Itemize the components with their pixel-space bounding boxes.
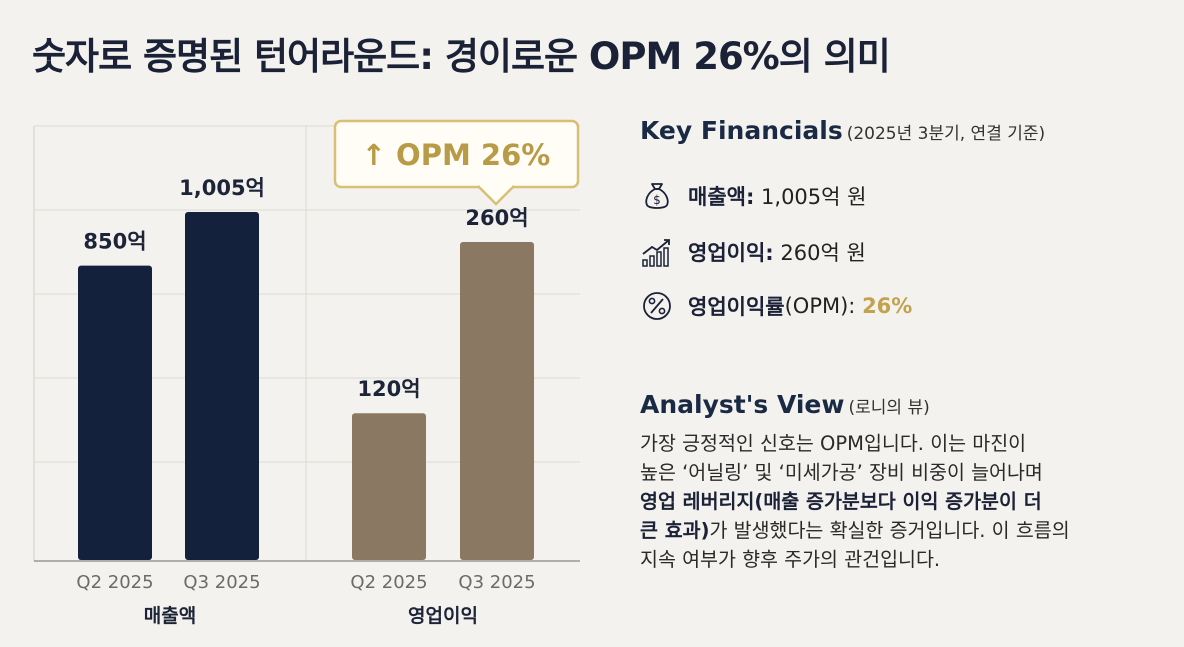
- metric-opm-highlight: 26%: [862, 294, 913, 318]
- svg-text:$: $: [653, 193, 661, 207]
- analyst-line-5: 지속 여부가 향후 주가의 관건입니다.: [640, 548, 941, 571]
- x-tick-1-1: Q3 2025: [458, 572, 535, 593]
- value-label-1-1: 260억: [465, 206, 528, 230]
- key-financials-subtitle: (2025년 3분기, 연결 기준): [846, 124, 1046, 144]
- analyst-line-3: 영업 레버리지(매출 증가분보다 이익 증가분이 더: [640, 487, 1160, 516]
- analyst-view-heading: Analyst's View: [640, 390, 845, 419]
- analyst-view-body: 가장 긍정적인 신호는 OPM입니다. 이는 마진이 높은 ‘어닐링’ 및 ‘미…: [640, 429, 1160, 574]
- x-tick-1-0: Q2 2025: [350, 572, 427, 593]
- analyst-line-4: 큰 효과)가 발생했다는 확실한 증거입니다. 이 흐름의: [640, 516, 1160, 545]
- money-bag-icon: $: [640, 179, 674, 213]
- group-label-1: 영업이익: [408, 605, 478, 627]
- analyst-line-4-rest: 가 발생했다는 확실한 증거입니다. 이 흐름의: [709, 519, 1070, 542]
- opm-callout-pointer: [477, 185, 515, 206]
- analyst-view-panel: Analyst's View (로니의 뷰) 가장 긍정적인 신호는 OPM입니다…: [640, 390, 1160, 574]
- bar-chart: 850억 Q2 2025 1,005억 Q3 2025 매출액 120억 Q2 2025 26…: [33, 119, 580, 627]
- analyst-line-1: 가장 긍정적인 신호는 OPM입니다. 이는 마진이: [640, 432, 1027, 455]
- chart-bars: [78, 212, 534, 560]
- analyst-view-title: Analyst's View (로니의 뷰): [640, 390, 1160, 419]
- value-label-0-1: 1,005억: [179, 176, 265, 200]
- metric-revenue-label: 매출액:: [688, 185, 755, 209]
- opm-callout: ↑ OPM 26%: [333, 119, 580, 206]
- bar-1-1: [460, 242, 534, 560]
- analyst-view-subtitle: (로니의 뷰): [848, 398, 930, 418]
- metric-operating-profit: 영업이익: 260억 원: [640, 232, 866, 272]
- metric-op-value: 260억 원: [773, 241, 866, 265]
- bar-0-1: [185, 212, 259, 560]
- analyst-line-4-bold: 큰 효과): [640, 519, 710, 542]
- group-label-0: 매출액: [144, 605, 196, 627]
- metric-op-label: 영업이익:: [688, 241, 774, 265]
- bar-1-0: [352, 413, 426, 560]
- metric-opm-label: 영업이익률: [688, 295, 785, 319]
- x-tick-0-0: Q2 2025: [76, 572, 153, 593]
- metric-revenue-value: 1,005억 원: [754, 185, 867, 209]
- opm-callout-text: ↑ OPM 26%: [362, 138, 551, 172]
- key-financials-title: Key Financials (2025년 3분기, 연결 기준): [640, 116, 1160, 145]
- metric-opm-value: (OPM):: [784, 294, 863, 318]
- percent-icon: [640, 289, 674, 323]
- page-title: 숫자로 증명된 턴어라운드: 경이로운 OPM 26%의 의미: [32, 35, 891, 78]
- value-label-1-0: 120억: [357, 377, 420, 401]
- bar-0-0: [78, 265, 152, 560]
- opm-callout-box: [333, 119, 580, 189]
- metric-revenue: $ 매출액: 1,005억 원: [640, 176, 866, 216]
- metric-opm: 영업이익률 (OPM): 26%: [640, 286, 912, 326]
- chart-labels: 850억 Q2 2025 1,005억 Q3 2025 매출액 120억 Q2 2025 26…: [76, 176, 535, 627]
- analyst-line-2: 높은 ‘어닐링’ 및 ‘미세가공’ 장비 비중이 늘어나며: [640, 461, 1043, 484]
- key-financials-heading: Key Financials: [640, 116, 843, 145]
- growth-chart-icon: [640, 235, 674, 269]
- analyst-line-3-bold: 영업 레버리지(매출 증가분보다 이익 증가분이 더: [640, 490, 1042, 513]
- key-financials-panel: Key Financials (2025년 3분기, 연결 기준) $ 매출액: …: [640, 116, 1160, 320]
- value-label-0-0: 850억: [83, 230, 146, 254]
- x-tick-0-1: Q3 2025: [183, 572, 260, 593]
